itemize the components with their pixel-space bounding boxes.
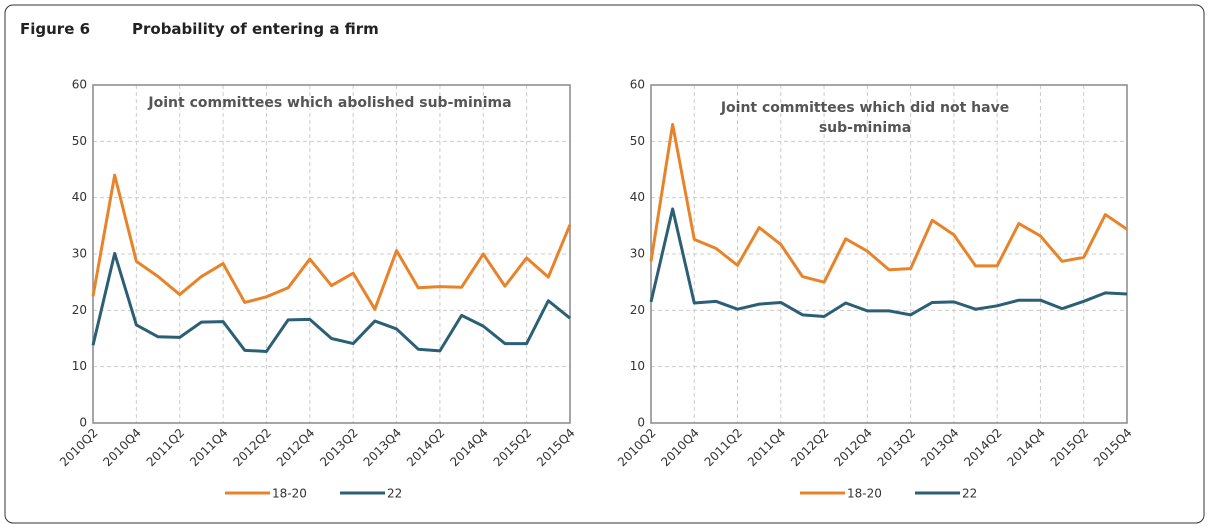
- line-series: [91, 251, 571, 353]
- frame: [4, 4, 1205, 524]
- x-tick-label: 2014Q4: [447, 426, 491, 470]
- figure-label: Figure 6: [20, 20, 91, 38]
- x-tick-label: 2011Q4: [745, 426, 789, 470]
- y-tick-label: 60: [630, 78, 645, 92]
- x-tick-label: 2015Q4: [534, 426, 578, 470]
- x-tick-label: 2010Q4: [100, 426, 144, 470]
- y-tick-label: 50: [72, 134, 87, 148]
- x-tick-label: 2011Q4: [187, 426, 231, 470]
- x-tick-label: 2010Q2: [615, 426, 659, 470]
- line-series: [649, 207, 1128, 319]
- y-tick-label: 10: [72, 359, 87, 373]
- x-tick-label: 2014Q4: [1004, 426, 1048, 470]
- plot-frame: [92, 84, 571, 424]
- panel-title: Joint committees which abolished sub-min…: [148, 95, 512, 111]
- y-tick-label: 40: [72, 190, 87, 204]
- line-series: [91, 173, 572, 311]
- legend-label: 18-20: [847, 487, 882, 501]
- x-tick-label: 2015Q2: [1048, 426, 1092, 470]
- y-tick-label: 0: [637, 416, 645, 430]
- x-tick-label: 2010Q2: [57, 426, 101, 470]
- y-tick-label: 40: [630, 190, 645, 204]
- legend-label: 18-20: [272, 487, 307, 501]
- y-tick-label: 20: [630, 303, 645, 317]
- x-tick-label: 2014Q2: [961, 426, 1005, 470]
- x-tick-label: 2014Q2: [404, 426, 448, 470]
- y-tick-label: 50: [630, 134, 645, 148]
- y-tick-label: 30: [72, 247, 87, 261]
- x-tick-label: 2013Q2: [875, 426, 919, 470]
- line-series: [649, 122, 1128, 284]
- x-tick-label: 2013Q4: [918, 426, 962, 470]
- x-tick-label: 2012Q4: [831, 426, 875, 470]
- y-tick-label: 20: [72, 303, 87, 317]
- x-tick-label: 2011Q2: [702, 426, 746, 470]
- y-tick-label: 0: [79, 416, 87, 430]
- x-tick-label: 2012Q4: [274, 426, 318, 470]
- legend-label: 22: [387, 487, 402, 501]
- x-tick-label: 2013Q4: [361, 426, 405, 470]
- y-tick-label: 10: [630, 359, 645, 373]
- x-tick-label: 2010Q4: [658, 426, 702, 470]
- figure-title: Probability of entering a firm: [132, 20, 379, 38]
- panel-title: Joint committees which did not have sub-…: [720, 100, 1010, 136]
- x-tick-label: 2013Q2: [317, 426, 361, 470]
- x-tick-label: 2015Q2: [491, 426, 535, 470]
- x-tick-label: 2012Q2: [230, 426, 274, 470]
- y-tick-label: 30: [630, 247, 645, 261]
- legend-label: 22: [962, 487, 977, 501]
- x-tick-label: 2012Q2: [788, 426, 832, 470]
- x-tick-label: 2011Q2: [144, 426, 188, 470]
- y-tick-label: 60: [72, 78, 87, 92]
- x-tick-label: 2015Q4: [1091, 426, 1135, 470]
